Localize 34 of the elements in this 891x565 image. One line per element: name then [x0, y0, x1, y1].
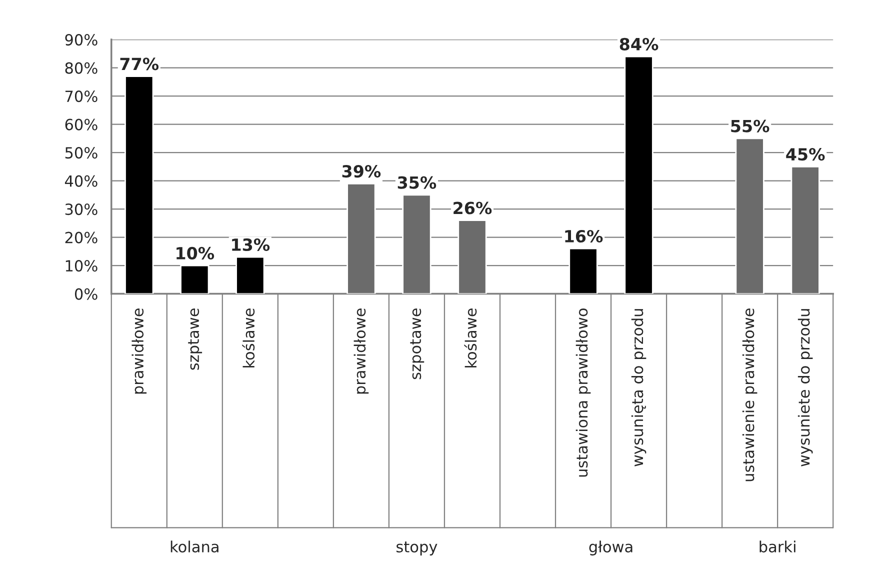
- data-label: 84%: [620, 38, 658, 50]
- y-tick-label: 60%: [65, 118, 98, 130]
- x-tick-label: prawidłowe: [132, 308, 147, 394]
- data-label: 13%: [232, 238, 270, 252]
- data-label: 45%: [786, 148, 825, 161]
- x-tick-label: szptawe: [188, 308, 202, 370]
- data-label: 35%: [398, 176, 436, 189]
- y-tick-label: 0%: [74, 288, 98, 300]
- y-tick-label: 40%: [64, 175, 98, 187]
- x-tick-label: koślawe: [242, 308, 255, 368]
- text: kolana: [170, 540, 218, 552]
- y-tick-label: 70%: [65, 90, 98, 102]
- data-label: 10%: [176, 246, 214, 260]
- text: barki: [760, 540, 796, 552]
- x-tick-label: ustawiona prawidłowo: [576, 308, 591, 477]
- y-tick-label: 10%: [66, 260, 98, 272]
- x-tick-label: koślawe: [464, 308, 477, 368]
- text: stopy: [396, 542, 438, 556]
- y-tick-label: 90%: [65, 34, 98, 46]
- x-tick-label: szpotawe: [410, 308, 424, 380]
- data-label: 26%: [454, 202, 492, 214]
- y-tick-label: 30%: [65, 204, 98, 216]
- y-tick-label: 80%: [65, 62, 98, 74]
- x-tick-label: ustawienie prawidłowe: [742, 308, 758, 482]
- x-tick-label: wysuniete do przodu: [798, 309, 813, 466]
- x-tick-label: wysunięta do przodu: [631, 309, 646, 466]
- data-label: 55%: [731, 120, 770, 132]
- data-label: 16%: [565, 230, 603, 243]
- y-tick-label: 50%: [65, 147, 98, 159]
- text: głowa: [589, 540, 632, 556]
- data-label: 39%: [342, 164, 381, 178]
- y-tick-label: 20%: [65, 232, 98, 244]
- data-label: 77%: [120, 58, 159, 70]
- x-tick-label: prawidłowe: [354, 308, 369, 394]
